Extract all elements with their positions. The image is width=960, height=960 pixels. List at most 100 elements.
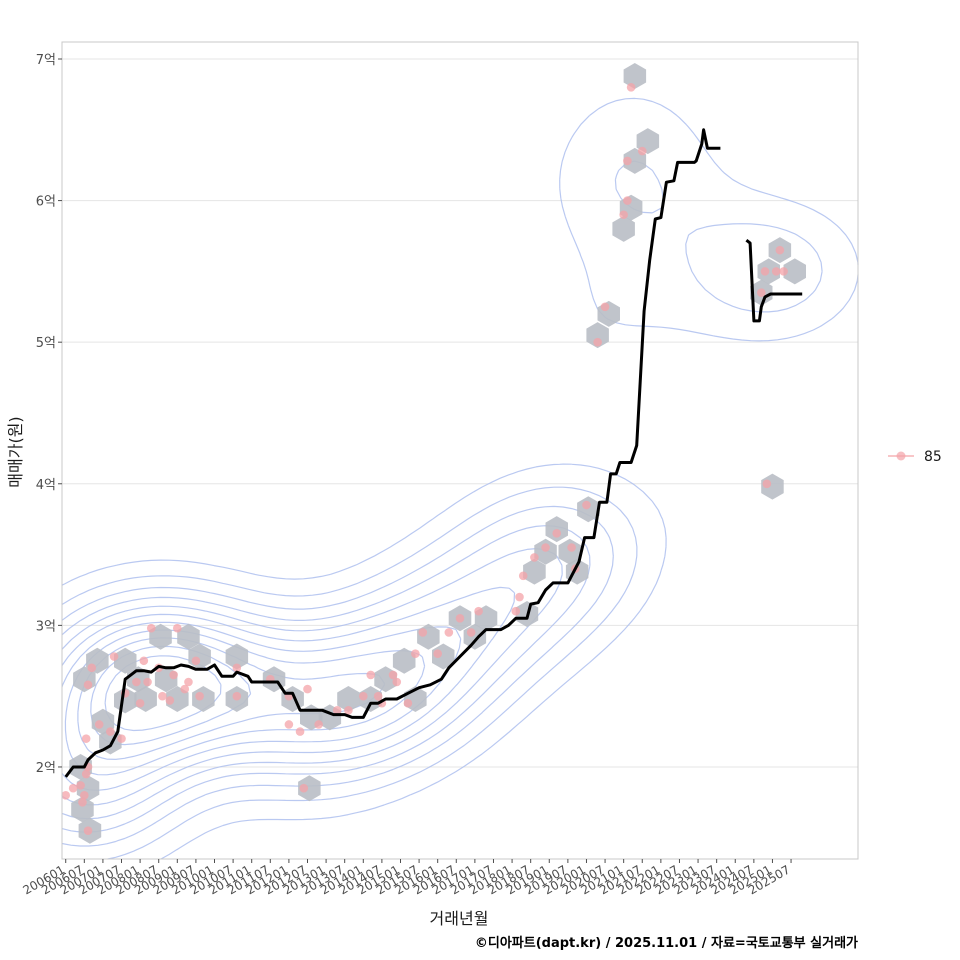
hexbin-cell [612,215,635,242]
legend-label: 85 [924,449,942,465]
hexbin-cell [114,687,137,714]
trend-line-median [64,128,721,778]
transaction-point [81,769,91,779]
transaction-point [165,696,175,705]
hexbin-cell [298,775,321,802]
y-tick-label: 6억 [36,195,56,210]
transaction-point [762,479,772,489]
legend-key-point [896,451,906,461]
y-tick-label: 2억 [36,761,56,776]
hexbin-cell [177,623,200,650]
transaction-point [474,606,483,616]
transaction-point [61,790,71,800]
transaction-point [552,529,562,538]
hexbin-cell [623,63,647,89]
transaction-point [83,680,93,690]
transaction-point [619,210,628,220]
transaction-point [779,267,788,276]
transaction-point [530,553,539,562]
transaction-point [146,623,156,633]
transaction-point [444,628,454,637]
transaction-point [455,613,465,623]
transaction-point [756,288,766,297]
transaction-point [418,628,428,637]
transaction-point [87,663,97,673]
transaction-point [626,83,636,92]
transaction-point [541,543,550,552]
transaction-point [600,302,610,312]
y-axis: 2억 3억 4억 5억 6억 7억 [36,53,62,776]
hexbin-cell [392,647,416,674]
transaction-point [623,196,632,205]
transaction-point [83,826,93,835]
transaction-point [195,691,204,701]
transaction-point [180,684,190,694]
hexbin-cell [337,686,360,712]
hexbin-cell [577,496,600,523]
y-tick-label: 3억 [36,619,56,634]
transaction-points [61,83,788,835]
source-caption: ©디아파트(dapt.kr) / 2025.11.01 / 자료=국토교통부 실… [475,935,858,951]
median-trend-lines [64,128,803,778]
transaction-point [81,734,91,743]
density-contour [61,505,614,847]
transaction-point [582,500,591,510]
transaction-point [373,691,383,701]
transaction-point [358,691,368,701]
transaction-point [344,706,353,715]
transaction-point [511,606,521,616]
transaction-point [132,677,141,687]
hexbin-cell [225,643,249,670]
transaction-point [139,656,149,666]
transaction-point [158,691,167,701]
transaction-point [78,798,87,807]
trend-line-median-recent [745,239,803,323]
x-axis-title: 거래년월 [430,909,489,928]
transaction-point [314,720,323,729]
transaction-point [143,677,152,687]
hexbin-cell [71,796,94,823]
panel-border [61,41,859,860]
transaction-point [295,727,305,736]
y-tick-label: 7억 [36,53,56,68]
legend: 85 [888,449,942,465]
transaction-point [637,146,647,156]
density-contour [61,548,563,820]
hexbin-cell [114,647,137,674]
y-tick-label: 4억 [36,478,56,493]
plot-panel [61,41,859,860]
transaction-point [135,698,145,708]
transaction-point [303,684,312,694]
transaction-point [518,571,528,581]
hexbin-cell [558,538,581,565]
transaction-point [106,727,115,736]
transaction-point [775,245,785,255]
transaction-point [169,670,178,680]
transaction-point [623,156,632,166]
transaction-point [760,267,770,276]
transaction-point [94,720,104,729]
transaction-point [284,720,294,729]
transaction-point [332,706,342,715]
panel-background [62,42,858,859]
transaction-point [403,698,413,708]
transaction-point [388,670,398,680]
hexbin-cell [783,258,806,285]
transaction-point [411,649,420,658]
hexbin-cell [523,558,546,585]
transaction-point [117,734,126,743]
transaction-point [76,781,85,790]
transaction-point [771,267,781,276]
transaction-point [299,783,309,793]
transaction-point [567,543,576,552]
transaction-point [366,670,376,680]
transaction-point [68,783,78,793]
transaction-point [184,677,193,687]
transaction-point [80,790,89,800]
hexbin-cell [586,322,609,349]
y-tick-label: 5억 [36,336,56,351]
y-axis-title: 매매가(원) [6,416,25,487]
transaction-point [392,677,402,687]
transaction-point [191,656,201,666]
